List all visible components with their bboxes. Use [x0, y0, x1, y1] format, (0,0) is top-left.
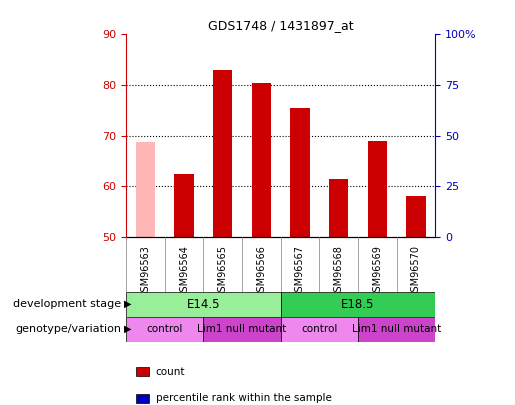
Bar	[406, 196, 425, 237]
Text: genotype/variation: genotype/variation	[15, 324, 121, 334]
Bar	[358, 317, 435, 342]
Bar	[252, 237, 271, 405]
Bar	[368, 141, 387, 237]
Text: GSM96564: GSM96564	[179, 245, 189, 298]
Text: ▶: ▶	[124, 299, 131, 309]
Text: control: control	[301, 324, 337, 334]
Bar	[281, 317, 358, 342]
Text: control: control	[147, 324, 183, 334]
Text: GSM96568: GSM96568	[334, 245, 344, 298]
Bar	[203, 317, 281, 342]
Bar	[175, 174, 194, 237]
Title: GDS1748 / 1431897_at: GDS1748 / 1431897_at	[208, 19, 353, 32]
Bar	[329, 237, 348, 405]
Text: GSM96563: GSM96563	[141, 245, 150, 298]
Bar	[290, 237, 310, 405]
Bar	[136, 142, 155, 237]
Text: Lim1 null mutant: Lim1 null mutant	[197, 324, 287, 334]
Bar	[126, 317, 203, 342]
Text: E14.5: E14.5	[186, 298, 220, 311]
Text: GSM96569: GSM96569	[372, 245, 382, 298]
Bar	[126, 292, 281, 317]
Bar	[213, 70, 232, 237]
Bar	[136, 237, 155, 405]
Bar	[281, 292, 435, 317]
Bar	[406, 237, 425, 405]
Text: count: count	[156, 367, 185, 377]
Bar	[136, 237, 155, 405]
Bar	[368, 237, 387, 405]
Text: E18.5: E18.5	[341, 298, 374, 311]
Bar	[213, 237, 232, 405]
Text: GSM96566: GSM96566	[256, 245, 266, 298]
Text: development stage: development stage	[13, 299, 121, 309]
Text: Lim1 null mutant: Lim1 null mutant	[352, 324, 441, 334]
Bar	[329, 179, 348, 237]
Text: GSM96565: GSM96565	[218, 245, 228, 298]
Text: GSM96570: GSM96570	[411, 245, 421, 298]
Bar	[290, 108, 310, 237]
Bar	[175, 237, 194, 405]
Text: GSM96567: GSM96567	[295, 245, 305, 298]
Text: percentile rank within the sample: percentile rank within the sample	[156, 393, 332, 403]
Bar	[252, 83, 271, 237]
Text: ▶: ▶	[124, 324, 131, 334]
